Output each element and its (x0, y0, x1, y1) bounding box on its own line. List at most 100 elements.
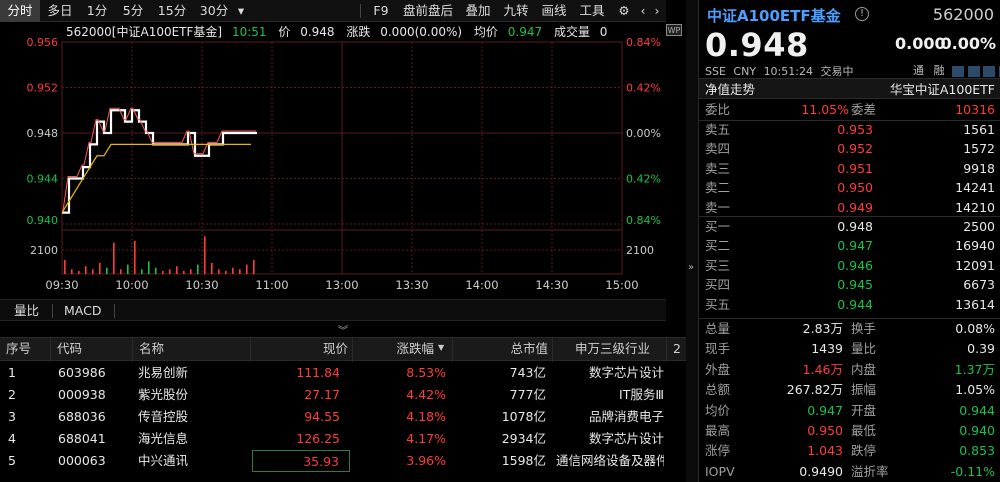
volume-bar (197, 264, 199, 274)
time-tick-label: 10:30 (185, 278, 218, 292)
level-label: 买三 (705, 257, 731, 273)
level-volume: 14241 (955, 180, 995, 196)
level-label: 卖二 (705, 180, 731, 196)
chevron-right-icon[interactable]: › (654, 3, 660, 18)
row-name: 传音控股 (138, 409, 189, 424)
level-price: 0.950 (837, 180, 873, 196)
pre-post-market-button[interactable]: 盘前盘后 (402, 3, 453, 18)
double-chevron-down-icon[interactable]: ︾ (338, 326, 348, 337)
header-industry[interactable]: 申万三级行业 (552, 338, 666, 362)
tools-button[interactable]: 工具 (579, 3, 605, 18)
sort-desc-icon[interactable]: ▼ (438, 343, 445, 352)
stat-label: 均价 (705, 402, 731, 418)
stat-value: 1.043 (807, 443, 843, 459)
menu-icon[interactable] (998, 65, 1000, 77)
header-market-cap[interactable]: 总市值 (452, 338, 552, 362)
stat-row: 涨停 1.043 跌停 0.853 (699, 440, 1000, 461)
table-row[interactable]: 4 688041 海光信息 126.25 4.17% 2934亿 数字芯片设计 (0, 428, 686, 450)
panel-collapse-strip[interactable]: » (686, 0, 698, 482)
header-price[interactable]: 现价 (250, 338, 352, 362)
level-volume: 9918 (963, 160, 995, 176)
edit-icon[interactable] (952, 65, 964, 77)
header-more[interactable]: 2 (666, 338, 686, 362)
header-index[interactable]: 序号 (6, 341, 32, 356)
stat-value: 0.944 (959, 402, 995, 418)
info-icon[interactable]: ! (855, 7, 869, 21)
stat-label: 振幅 (851, 382, 877, 398)
order-book-row[interactable]: 卖三 0.951 9918 (699, 158, 1000, 179)
stat-value: -0.11% (950, 463, 995, 479)
order-book-row[interactable]: 买三 0.946 12091 (699, 255, 1000, 276)
chevron-down-icon[interactable]: ▾ (237, 3, 245, 18)
header-name[interactable]: 名称 (132, 338, 250, 362)
table-row[interactable]: 3 688036 传音控股 94.55 4.18% 1078亿 品牌消费电子 (0, 406, 686, 428)
stat-label: 内盘 (851, 361, 877, 377)
period-tab-intraday[interactable]: 分时 (0, 0, 40, 22)
header-code[interactable]: 代码 (50, 338, 132, 362)
security-name[interactable]: 中证A100ETF基金 (707, 7, 841, 25)
period-tab-multiday[interactable]: 多日 (47, 3, 73, 18)
level-volume: 14210 (955, 199, 995, 215)
table-row[interactable]: 2 000938 紫光股份 27.17 4.42% 777亿 IT服务Ⅲ (0, 384, 686, 406)
draw-line-button[interactable]: 画线 (541, 3, 567, 18)
order-book-row[interactable]: 卖二 0.950 14241 (699, 177, 1000, 198)
gear-icon[interactable]: ⚙ (618, 3, 630, 18)
tab-volume-ratio[interactable]: 量比 (14, 303, 40, 318)
order-book-row[interactable]: 买一 0.948 2500 (699, 216, 1000, 237)
row-name: 兆易创新 (138, 365, 189, 380)
level-price: 0.952 (837, 141, 873, 157)
table-row[interactable]: 5 000063 中兴通讯 35.93 3.96% 1598亿 通信网络设备及器件 (0, 450, 686, 472)
order-book-row[interactable]: 买二 0.947 16940 (699, 235, 1000, 256)
period-tab-15min[interactable]: 15分 (157, 3, 187, 18)
order-book-row[interactable]: 买四 0.945 6673 (699, 274, 1000, 295)
share-icon[interactable] (983, 65, 995, 77)
double-chevron-right-icon[interactable]: » (688, 262, 695, 273)
stat-value: 267.82万 (786, 382, 843, 398)
row-index: 5 (8, 453, 16, 468)
pct-tick-label: 0.42% (626, 173, 661, 186)
order-book-row[interactable]: 卖五 0.953 1561 (699, 119, 1000, 140)
stat-value: 0.947 (807, 402, 843, 418)
level-price: 0.949 (837, 199, 873, 215)
level-price: 0.944 (837, 296, 873, 312)
stat-row: 现手 1439 量比 0.39 (699, 338, 1000, 359)
stat-label: 换手 (851, 321, 877, 336)
row-code: 000063 (58, 453, 106, 468)
tag-margin[interactable]: 融 (933, 64, 945, 77)
row-name: 海光信息 (138, 431, 189, 446)
f9-button[interactable]: F9 (373, 3, 389, 18)
time-tick-label: 15:00 (605, 278, 638, 292)
quote-time: 10:51:24 (763, 65, 813, 78)
order-book-row[interactable]: 卖四 0.952 1572 (699, 138, 1000, 159)
stat-label: IOPV (705, 463, 735, 479)
pct-tick-label: 0.84% (626, 36, 661, 49)
order-book-row[interactable]: 买五 0.944 13614 (699, 294, 1000, 315)
header-change-pct[interactable]: 涨跌幅 (352, 338, 452, 362)
chart-change: 0.000(0.00%) (380, 25, 463, 39)
chart-toolbar: 分时 多日 1分 5分 15分 30分 ▾ F9 盘前盘后 叠加 九转 画线 工… (0, 0, 666, 22)
chevron-left-icon[interactable]: ‹ (640, 3, 646, 18)
tag-connect[interactable]: 通 (913, 64, 924, 77)
average-price-line (61, 143, 251, 213)
nav-trend-row[interactable]: 净值走势 华宝中证A100ETF (699, 78, 1000, 99)
row-index: 3 (8, 409, 16, 424)
stat-row: 均价 0.947 开盘 0.944 (699, 400, 1000, 421)
volume-bar (183, 270, 185, 274)
overlay-button[interactable]: 叠加 (465, 3, 491, 18)
intraday-chart[interactable]: 0.956 0.84% 0.952 0.42% 0.948 0.00% 0.944 0.42%… (0, 22, 682, 297)
stat-label: 跌停 (851, 443, 877, 459)
tab-macd[interactable]: MACD (64, 303, 102, 318)
pin-icon[interactable] (967, 65, 980, 77)
order-book-row[interactable]: 卖一 0.949 14210 (699, 197, 1000, 218)
time-tick-label: 11:00 (255, 278, 288, 292)
table-row[interactable]: 1 603986 兆易创新 111.84 8.53% 743亿 数字芯片设计 (0, 362, 686, 384)
time-tick-label: 10:00 (115, 278, 148, 292)
period-tab-30min[interactable]: 30分 (199, 3, 229, 18)
nine-turn-button[interactable]: 九转 (503, 3, 529, 18)
period-tab-5min[interactable]: 5分 (122, 3, 144, 18)
row-industry: 数字芯片设计 (588, 365, 664, 380)
volume-bar (85, 266, 87, 274)
pct-tick-label: 0.42% (626, 82, 661, 95)
wp-badge[interactable]: WP (666, 24, 682, 36)
period-tab-1min[interactable]: 1分 (86, 3, 108, 18)
